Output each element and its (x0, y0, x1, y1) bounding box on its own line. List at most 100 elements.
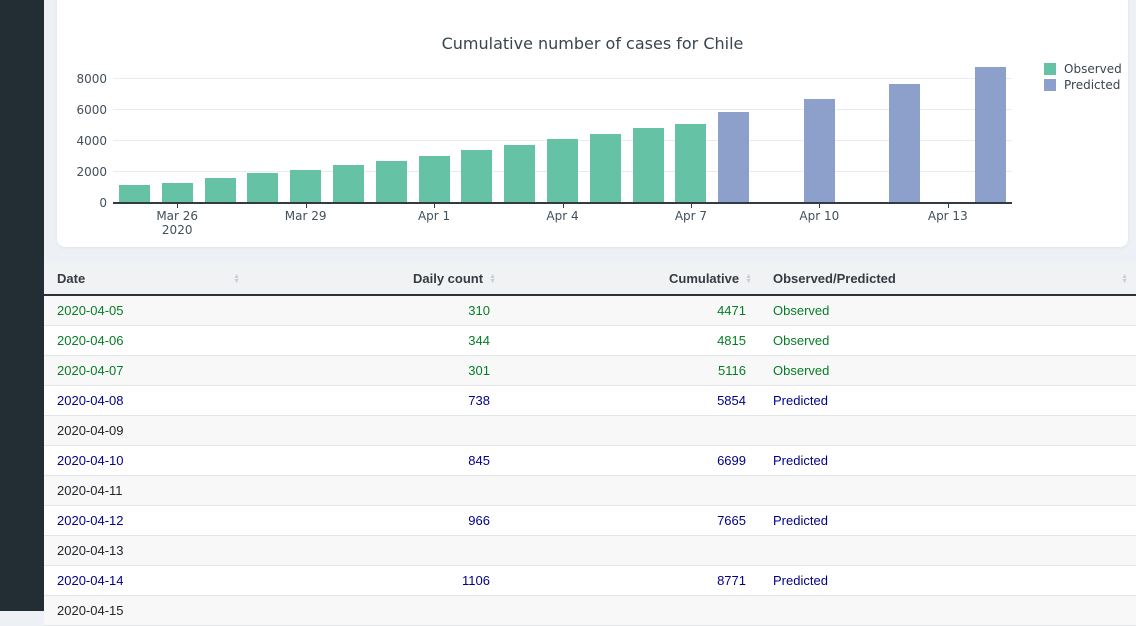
x-tick-mark (177, 203, 179, 208)
gridline (113, 78, 1012, 79)
cell-status: Predicted (760, 505, 1136, 536)
table-row: 2020-04-14 1106 8771 Predicted (44, 565, 1136, 596)
sort-icon[interactable]: ▲ ▼ (489, 272, 496, 285)
bar-observed-2020-03-30[interactable] (332, 165, 364, 203)
bar-predicted-2020-04-12[interactable] (889, 84, 921, 203)
table-header-row: Date ▲ ▼ Daily count ▲ ▼ Cumulative ▲ ▼ Observed/… (44, 263, 1136, 296)
cell-status (760, 535, 1136, 566)
bar-observed-2020-04-06[interactable] (632, 128, 664, 203)
data-table: Date ▲ ▼ Daily count ▲ ▼ Cumulative ▲ ▼ Observed/… (44, 263, 1136, 626)
cell-date: 2020-04-07 (44, 355, 248, 386)
gridline (113, 109, 1012, 110)
table-row: 2020-04-07 301 5116 Observed (44, 355, 1136, 386)
chart-card: Cumulative number of cases for Chile 0 20… (57, 0, 1128, 247)
cell-date: 2020-04-12 (44, 505, 248, 536)
bar-predicted-2020-04-08[interactable] (718, 112, 750, 203)
cell-daily-count: 1106 (248, 565, 504, 596)
cell-date: 2020-04-09 (44, 415, 248, 446)
cell-status: Observed (760, 295, 1136, 326)
bar-observed-2020-04-03[interactable] (504, 145, 536, 203)
column-header-label: Cumulative (668, 271, 740, 286)
x-tick-mark (305, 203, 307, 208)
bar-observed-2020-04-01[interactable] (418, 156, 450, 203)
y-tick-label: 8000 (76, 72, 107, 86)
cell-cumulative (504, 535, 760, 566)
x-tick-mark (434, 203, 436, 208)
cell-date: 2020-04-08 (44, 385, 248, 416)
y-tick-label: 0 (99, 196, 107, 210)
table-row: 2020-04-05 310 4471 Observed (44, 295, 1136, 326)
cell-status (760, 415, 1136, 446)
cell-status: Observed (760, 355, 1136, 386)
y-tick-label: 6000 (76, 103, 107, 117)
y-tick-label: 2000 (76, 165, 107, 179)
x-tick-mark (690, 203, 692, 208)
column-header-observed-predicted[interactable]: Observed/Predicted ▲ ▼ (760, 263, 1136, 296)
sort-icon[interactable]: ▲ ▼ (745, 272, 752, 285)
cell-cumulative: 5854 (504, 385, 760, 416)
column-header-label: Daily count (412, 271, 484, 286)
cell-date: 2020-04-14 (44, 565, 248, 596)
x-tick-label: Apr 10 (799, 209, 840, 223)
column-header-date[interactable]: Date ▲ ▼ (44, 263, 248, 296)
cell-cumulative: 6699 (504, 445, 760, 476)
bar-observed-2020-04-02[interactable] (461, 150, 493, 203)
bar-observed-2020-04-04[interactable] (547, 139, 578, 203)
x-tick-mark (562, 203, 564, 208)
x-tick-label: Apr 13 (927, 209, 968, 223)
x-tick-mark (819, 203, 821, 208)
cell-date: 2020-04-13 (44, 535, 248, 566)
bar-observed-2020-03-27[interactable] (204, 178, 236, 203)
x-tick-label: Mar 26 2020 (156, 209, 199, 237)
cell-daily-count: 966 (248, 505, 504, 536)
column-header-label: Observed/Predicted (773, 271, 896, 286)
plot-area (113, 60, 1012, 204)
cell-cumulative: 5116 (504, 355, 760, 386)
column-header-daily-count[interactable]: Daily count ▲ ▼ (248, 263, 504, 296)
cell-daily-count (248, 535, 504, 566)
bar-observed-2020-04-05[interactable] (589, 134, 621, 203)
cell-daily-count (248, 415, 504, 446)
table-row: 2020-04-11 (44, 475, 1136, 506)
bar-observed-2020-03-25[interactable] (118, 185, 150, 203)
cell-daily-count: 301 (248, 355, 504, 386)
bar-observed-2020-03-31[interactable] (375, 161, 407, 203)
chart-title: Cumulative number of cases for Chile (441, 34, 744, 53)
y-tick-label: 4000 (76, 134, 107, 148)
x-tick-label: Mar 29 (284, 209, 327, 223)
x-tick-label: Apr 4 (546, 209, 579, 223)
bar-observed-2020-03-26[interactable] (161, 183, 193, 203)
cell-daily-count: 344 (248, 325, 504, 356)
column-header-cumulative[interactable]: Cumulative ▲ ▼ (504, 263, 760, 296)
cell-cumulative: 7665 (504, 505, 760, 536)
x-tick-label: Apr 1 (417, 209, 451, 223)
cell-cumulative (504, 475, 760, 506)
legend-item-observed[interactable]: Observed (1044, 61, 1122, 77)
cell-date: 2020-04-05 (44, 295, 248, 326)
chart-legend: Observed Predicted (1044, 61, 1122, 93)
sort-icon[interactable]: ▲ ▼ (1121, 272, 1128, 285)
sort-icon[interactable]: ▲ ▼ (233, 272, 240, 285)
bar-predicted-2020-04-10[interactable] (803, 99, 835, 203)
bar-observed-2020-03-28[interactable] (247, 173, 279, 203)
legend-swatch-icon (1044, 63, 1056, 75)
bar-predicted-2020-04-14[interactable] (975, 67, 1007, 203)
table-row: 2020-04-13 (44, 535, 1136, 566)
legend-swatch-icon (1044, 79, 1056, 91)
cell-status: Observed (760, 325, 1136, 356)
cell-daily-count: 310 (248, 295, 504, 326)
x-tick-label: Apr 7 (674, 209, 708, 223)
bar-observed-2020-03-29[interactable] (290, 170, 322, 203)
cell-cumulative (504, 415, 760, 446)
left-sidebar (0, 0, 44, 611)
cell-status: Predicted (760, 445, 1136, 476)
cell-status: Predicted (760, 385, 1136, 416)
legend-item-predicted[interactable]: Predicted (1044, 77, 1122, 93)
cell-date: 2020-04-10 (44, 445, 248, 476)
bar-observed-2020-04-07[interactable] (675, 124, 707, 203)
cell-status (760, 475, 1136, 506)
cell-daily-count: 845 (248, 445, 504, 476)
cell-date: 2020-04-06 (44, 325, 248, 356)
cell-date: 2020-04-11 (44, 475, 248, 506)
cell-daily-count (248, 475, 504, 506)
